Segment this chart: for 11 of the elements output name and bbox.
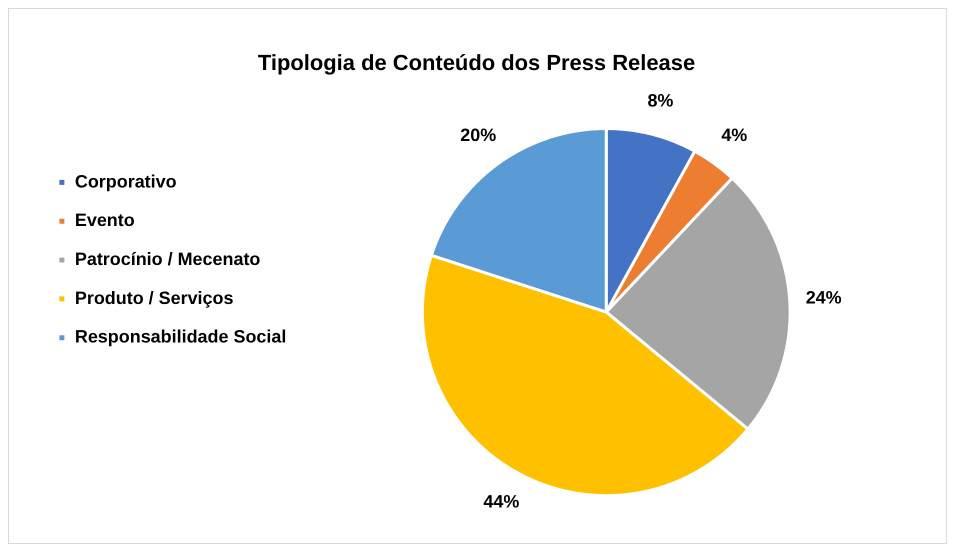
data-label: 8% bbox=[647, 90, 674, 110]
data-label: 20% bbox=[460, 125, 496, 146]
chart-title: Tipologia de Conteúdo dos Press Release bbox=[258, 50, 696, 76]
data-label: 24% bbox=[806, 287, 842, 308]
legend-label: Responsabilidade Social bbox=[74, 326, 286, 347]
legend-label: Produto / Serviços bbox=[74, 288, 234, 308]
legend-label: Corporativo bbox=[74, 171, 177, 192]
legend-label: Evento bbox=[74, 210, 135, 230]
legend-label: Patrocínio / Mecenato bbox=[74, 249, 260, 270]
data-label: 4% bbox=[721, 125, 748, 146]
data-label: 44% bbox=[483, 492, 520, 512]
